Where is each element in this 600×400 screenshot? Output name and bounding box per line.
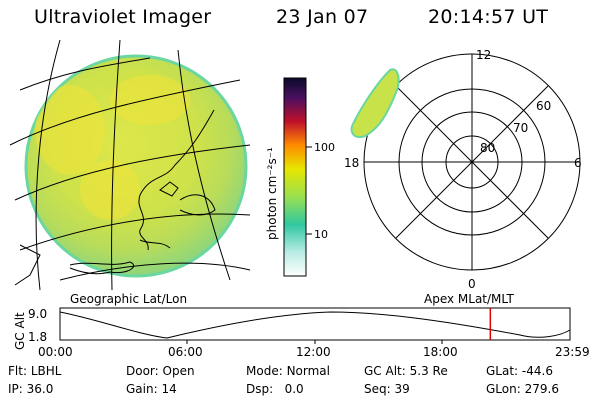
status-glon-value: 279.6 [524, 382, 559, 396]
status-mode: Mode: Normal [246, 364, 330, 378]
mlt-label-6: 6 [574, 156, 582, 170]
status-ip-value: 36.0 [26, 382, 54, 396]
colorbar: 100 10 photon cm⁻²s⁻¹ [265, 77, 335, 277]
polar-plot: 12 18 6 0 60 70 80 [344, 48, 582, 290]
orbit-altitude-curve [59, 311, 571, 339]
mlt-label-18: 18 [344, 156, 359, 170]
mlt-label-0: 0 [468, 277, 476, 290]
orbit-axis-label: GC Alt [13, 312, 27, 350]
left-panel-caption: Geographic Lat/Lon [70, 292, 188, 306]
emission-texture [35, 75, 190, 220]
mlat-label-70: 70 [513, 121, 528, 135]
orbit-alt-tick-low: 1.8 [28, 330, 47, 344]
app-title: Ultraviolet Imager [34, 6, 212, 28]
status-gc-alt: GC Alt: 5.3 Re [364, 364, 448, 378]
status-door: Door: Open [126, 364, 195, 378]
mlat-label-60: 60 [536, 99, 551, 113]
orbit-plot: GC Alt 9.0 1.8 00:00 06:00 12:00 18:00 2… [13, 307, 590, 359]
status-gain-value: 14 [161, 382, 177, 396]
mlt-label-12: 12 [476, 48, 491, 62]
status-door-value: Open [162, 364, 195, 378]
right-panel-caption: Apex MLat/MLT [424, 292, 514, 306]
polar-emission [350, 68, 400, 138]
colorbar-unit-label: photon cm⁻²s⁻¹ [265, 147, 279, 240]
status-mode-value: Normal [286, 364, 330, 378]
orbit-time-tick-0000: 00:00 [38, 345, 73, 359]
coastline [14, 109, 216, 286]
colorbar-tick-100: 100 [314, 141, 335, 154]
orbit-time-tick-1200: 12:00 [296, 345, 331, 359]
lat-lon-grid [9, 40, 251, 290]
orbit-time-tick-1800: 18:00 [423, 345, 458, 359]
colorbar-tick-10: 10 [314, 228, 328, 241]
status-dsp: Dsp: 0.0 [246, 382, 304, 396]
orbit-alt-tick-high: 9.0 [28, 307, 47, 321]
polar-diagonal-2 [395, 85, 549, 239]
status-glon: GLon: 279.6 [486, 382, 559, 396]
status-gain: Gain: 14 [126, 382, 177, 396]
status-dsp-value: 0.0 [284, 382, 304, 396]
colorbar-scale [283, 77, 307, 277]
time-label: 20:14:57 UT [428, 6, 549, 28]
status-filter-value: LBHL [30, 364, 62, 378]
status-seq-value: 39 [394, 382, 410, 396]
geographic-image [9, 40, 251, 290]
mlat-label-80: 80 [480, 141, 495, 155]
status-filter: Flt: LBHL [8, 364, 62, 378]
date-label: 23 Jan 07 [276, 6, 369, 28]
status-ip: IP: 36.0 [8, 382, 54, 396]
orbit-time-tick-0600: 06:00 [168, 345, 203, 359]
status-glat: GLat: -44.6 [486, 364, 553, 378]
status-gc-alt-value: 5.3 Re [409, 364, 448, 378]
status-glat-value: -44.6 [521, 364, 553, 378]
orbit-time-tick-2359: 23:59 [555, 345, 590, 359]
status-seq: Seq: 39 [364, 382, 410, 396]
